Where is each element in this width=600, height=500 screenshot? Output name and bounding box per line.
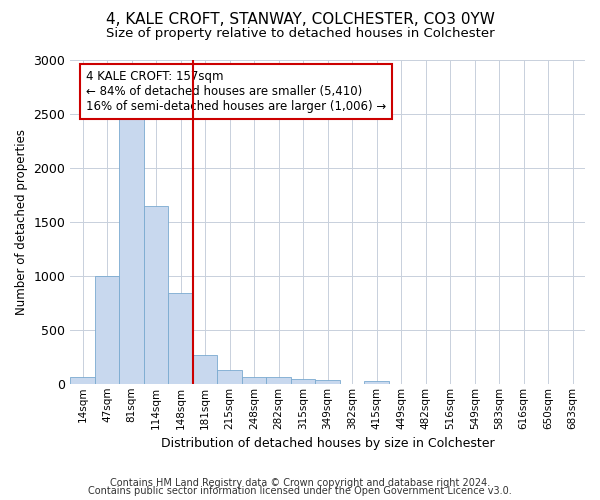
- Text: 4 KALE CROFT: 157sqm
← 84% of detached houses are smaller (5,410)
16% of semi-de: 4 KALE CROFT: 157sqm ← 84% of detached h…: [86, 70, 386, 112]
- Bar: [316, 380, 340, 384]
- Bar: [119, 117, 144, 384]
- Bar: [70, 378, 95, 384]
- Bar: [217, 370, 242, 384]
- Bar: [144, 206, 169, 384]
- Text: 4, KALE CROFT, STANWAY, COLCHESTER, CO3 0YW: 4, KALE CROFT, STANWAY, COLCHESTER, CO3 …: [106, 12, 494, 28]
- Y-axis label: Number of detached properties: Number of detached properties: [15, 129, 28, 315]
- Bar: [242, 378, 266, 384]
- X-axis label: Distribution of detached houses by size in Colchester: Distribution of detached houses by size …: [161, 437, 494, 450]
- Bar: [169, 293, 193, 384]
- Text: Contains HM Land Registry data © Crown copyright and database right 2024.: Contains HM Land Registry data © Crown c…: [110, 478, 490, 488]
- Text: Contains public sector information licensed under the Open Government Licence v3: Contains public sector information licen…: [88, 486, 512, 496]
- Text: Size of property relative to detached houses in Colchester: Size of property relative to detached ho…: [106, 28, 494, 40]
- Bar: [266, 378, 291, 384]
- Bar: [193, 354, 217, 384]
- Bar: [364, 381, 389, 384]
- Bar: [95, 276, 119, 384]
- Bar: [291, 379, 316, 384]
